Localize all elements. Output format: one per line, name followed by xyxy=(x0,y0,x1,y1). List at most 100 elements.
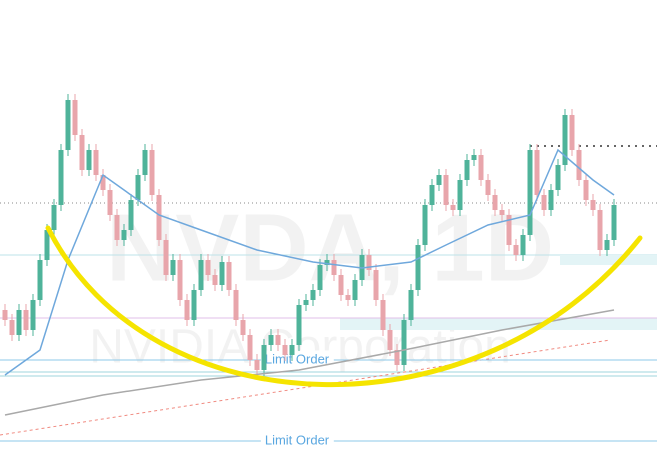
limit-order-label: Limit Order xyxy=(265,351,330,366)
candle-body xyxy=(303,300,309,305)
candle-body xyxy=(492,195,498,210)
zone xyxy=(560,255,657,265)
candle-body xyxy=(513,245,519,255)
candle-body xyxy=(611,205,617,240)
candle-body xyxy=(576,150,582,180)
candle-body xyxy=(212,275,218,285)
trend-line xyxy=(0,339,611,436)
candle-body xyxy=(534,150,540,195)
candle-body xyxy=(548,190,554,210)
moving-average xyxy=(4,309,615,416)
candle-body xyxy=(422,205,428,245)
candle-body xyxy=(443,175,449,205)
candle-body xyxy=(247,335,253,360)
candle-body xyxy=(289,345,295,355)
candle-body xyxy=(37,260,43,300)
candle-body xyxy=(191,290,197,320)
candle-body xyxy=(149,150,155,195)
candle-body xyxy=(499,210,505,215)
candle-body xyxy=(373,270,379,300)
candle-body xyxy=(317,265,323,290)
candle-body xyxy=(23,310,29,330)
candle-body xyxy=(478,155,484,180)
label-bg xyxy=(260,431,334,449)
label-bg xyxy=(260,350,334,368)
plot: Limit Order Limit Order xyxy=(0,94,657,449)
candle-body xyxy=(464,160,470,180)
candle-body xyxy=(107,190,113,215)
limit-order-label: Limit Order xyxy=(265,432,330,447)
candle-body xyxy=(471,155,477,160)
candle-body xyxy=(520,235,526,255)
candle-body xyxy=(408,290,414,320)
candle-body xyxy=(177,260,183,300)
candle-body xyxy=(331,260,337,275)
candle-body xyxy=(590,200,596,210)
candle-body xyxy=(583,180,589,200)
candle-body xyxy=(261,345,267,370)
candle-body xyxy=(569,115,575,150)
candle-body xyxy=(324,260,330,265)
candle-body xyxy=(170,260,176,275)
candle-body xyxy=(72,100,78,135)
candle-body xyxy=(65,100,71,150)
candle-body xyxy=(142,150,148,175)
candle-body xyxy=(296,305,302,345)
candle-body xyxy=(345,295,351,300)
candle-body xyxy=(233,290,239,320)
candle-body xyxy=(275,335,281,345)
candle-body xyxy=(541,195,547,210)
candle-body xyxy=(506,215,512,245)
candle-body xyxy=(16,310,22,335)
candle-body xyxy=(198,260,204,290)
candle-body xyxy=(135,175,141,200)
candle-body xyxy=(352,280,358,300)
candle-body xyxy=(58,150,64,205)
candle-body xyxy=(366,255,372,270)
candle-body xyxy=(9,320,15,335)
candle-body xyxy=(240,320,246,335)
candle-body xyxy=(100,175,106,190)
candle-body xyxy=(415,245,421,290)
candle-body xyxy=(205,260,211,275)
candle-body xyxy=(604,240,610,250)
candle-body xyxy=(114,215,120,240)
candle-body xyxy=(597,210,603,250)
candle-body xyxy=(163,240,169,275)
candle-body xyxy=(485,180,491,195)
candle-body xyxy=(93,150,99,175)
watermark: NVDA, 1D xyxy=(106,194,554,301)
candle-body xyxy=(527,150,533,235)
candle-body xyxy=(401,320,407,365)
candle-body xyxy=(156,195,162,240)
candle-body xyxy=(282,345,288,355)
candle-body xyxy=(121,230,127,240)
zone xyxy=(340,318,657,330)
candle-body xyxy=(128,200,134,230)
candle-body xyxy=(338,275,344,295)
candle-body xyxy=(2,310,8,320)
candle-body xyxy=(219,262,225,285)
moving-average xyxy=(4,148,615,376)
candle-body xyxy=(86,150,92,170)
candle-body xyxy=(51,205,57,230)
candle-body xyxy=(457,180,463,210)
candle-body xyxy=(30,300,36,330)
candle-body xyxy=(268,335,274,345)
candle-body xyxy=(436,175,442,185)
candle-body xyxy=(380,300,386,330)
candle-body xyxy=(387,330,393,350)
candle-body xyxy=(44,230,50,260)
candle-body xyxy=(555,165,561,190)
candle-body xyxy=(450,205,456,210)
candle-body xyxy=(394,350,400,365)
candle-body xyxy=(226,262,232,290)
candle-body xyxy=(429,185,435,205)
candle-body xyxy=(184,300,190,320)
candle-body xyxy=(562,115,568,165)
candle-body xyxy=(254,360,260,370)
candle-body xyxy=(79,135,85,170)
cup-drawing xyxy=(45,225,643,388)
candle-body xyxy=(310,290,316,300)
